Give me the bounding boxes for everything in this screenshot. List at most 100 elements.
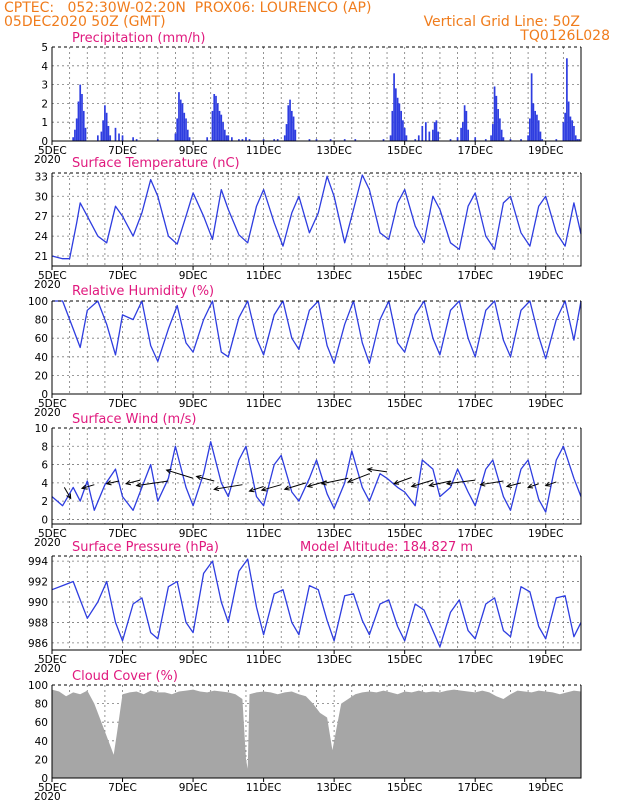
- header-station: CPTEC: 052:30W-02:20N PROX06: LOURENCO (…: [4, 0, 371, 16]
- temp-year-label: 2020: [34, 279, 61, 291]
- panel-temp: Surface Temperature (nC) 21 24 27 30 33 5DEC 7D…: [34, 156, 582, 291]
- precip-bar: [529, 118, 531, 141]
- cloud-area: [52, 689, 581, 778]
- wind-arrow: [260, 484, 282, 492]
- precip-xtick: 7DEC: [108, 145, 137, 157]
- precip-bar: [576, 139, 579, 141]
- pres-ytick: 988: [28, 617, 48, 629]
- precip-bar: [262, 139, 265, 141]
- rh-ytick: 100: [28, 296, 48, 308]
- panels: Precipitation (mm/h) 0 1 2 3 4 5 5DEC 7DEC 9DEC 11…: [28, 31, 582, 800]
- cloud-xtick: 5DEC: [38, 782, 67, 794]
- wind-ytick: 4: [41, 478, 48, 490]
- precip-bar: [273, 139, 276, 141]
- precip-bar: [497, 109, 499, 141]
- temp-ytick: 33: [35, 171, 48, 183]
- precip-bar: [449, 139, 452, 141]
- precip-bar: [541, 139, 544, 141]
- precip-bar: [225, 135, 228, 141]
- pres-frame: [51, 556, 582, 651]
- pres-year-label: 2020: [34, 663, 61, 675]
- precip-bar: [391, 110, 394, 141]
- temp-xtick: 19DEC: [528, 270, 563, 282]
- precip-bar: [215, 95, 217, 141]
- precip-bar: [174, 133, 177, 141]
- precip-bar: [315, 139, 318, 141]
- precip-bar: [220, 114, 223, 141]
- wind-arrow: [320, 477, 349, 486]
- precip-bar: [456, 137, 459, 141]
- temp-title: Surface Temperature (nC): [72, 156, 240, 171]
- wind-ytick: 8: [41, 441, 48, 453]
- wind-title: Surface Wind (m/s): [72, 412, 196, 427]
- precip-bar: [398, 103, 401, 141]
- wind-arrow: [283, 482, 307, 491]
- precip-bar: [414, 139, 417, 141]
- wind-xtick: 17DEC: [457, 528, 492, 540]
- pres-xtick: 15DEC: [387, 654, 422, 666]
- precip-bar: [188, 137, 191, 141]
- header-model-id: TQ0126L028: [519, 28, 610, 44]
- cloud-xtick: 13DEC: [316, 782, 351, 794]
- temp-frame: [51, 173, 582, 267]
- temp-line: [51, 174, 582, 260]
- precip-bar: [289, 99, 291, 141]
- precip-bar: [294, 129, 297, 141]
- precip-bar: [107, 125, 110, 141]
- precip-bar: [218, 110, 221, 141]
- precip-bar: [395, 88, 397, 141]
- precip-bar: [105, 112, 108, 141]
- cloud-frame: [51, 685, 582, 779]
- precip-bar: [329, 139, 332, 141]
- precip-bar: [571, 120, 574, 141]
- wind-arrow: [347, 473, 370, 483]
- precip-bar: [179, 99, 182, 141]
- wind-year-label: 2020: [34, 537, 61, 549]
- precip-bar: [432, 129, 434, 141]
- precip-bar: [102, 120, 104, 141]
- precip-ytick: 1: [41, 117, 48, 129]
- wind-arrow: [393, 476, 412, 485]
- rh-xtick: 13DEC: [316, 398, 351, 410]
- precip-bar: [424, 122, 427, 141]
- precip-bar: [121, 135, 124, 141]
- wind-arrow: [479, 480, 504, 487]
- precip-bar: [104, 105, 106, 141]
- precip-bar: [417, 135, 420, 141]
- temp-ytick: 27: [35, 211, 48, 223]
- pres-xtick: 17DEC: [457, 654, 492, 666]
- pres-xtick: 19DEC: [528, 654, 563, 666]
- precip-bar: [536, 114, 538, 141]
- precip-ytick: 3: [41, 80, 48, 92]
- precip-xtick: 17DEC: [457, 145, 492, 157]
- wind-xtick: 9DEC: [179, 528, 208, 540]
- wind-line: [51, 441, 582, 513]
- pres-xtick: 9DEC: [179, 654, 208, 666]
- precip-bar: [539, 131, 542, 141]
- pres-xtick: 13DEC: [316, 654, 351, 666]
- precip-bar: [213, 94, 216, 141]
- precip-bar: [382, 139, 385, 141]
- precip-bar: [389, 135, 392, 141]
- precip-bar: [81, 94, 83, 141]
- cloud-xtick: 9DEC: [179, 782, 208, 794]
- precip-bar: [72, 137, 75, 141]
- precip-xtick: 9DEC: [179, 145, 208, 157]
- precip-bar: [292, 116, 295, 141]
- wind-xtick: 13DEC: [316, 528, 351, 540]
- precip-bar: [428, 131, 431, 141]
- temp-ytick: 30: [35, 191, 48, 203]
- precip-bar: [403, 127, 406, 141]
- precip-bar: [308, 139, 311, 141]
- precip-bar: [231, 137, 233, 141]
- precip-bar: [75, 118, 78, 141]
- precip-bar: [567, 101, 570, 141]
- pres-title: Surface Pressure (hPa): [72, 540, 219, 555]
- temp-xtick: 9DEC: [179, 270, 208, 282]
- precip-bar: [555, 139, 558, 141]
- temp-xtick: 13DEC: [316, 270, 351, 282]
- precip-bar: [573, 125, 575, 141]
- precip-xtick: 11DEC: [246, 145, 281, 157]
- precip-bar: [183, 112, 186, 141]
- precip-bar: [181, 103, 184, 141]
